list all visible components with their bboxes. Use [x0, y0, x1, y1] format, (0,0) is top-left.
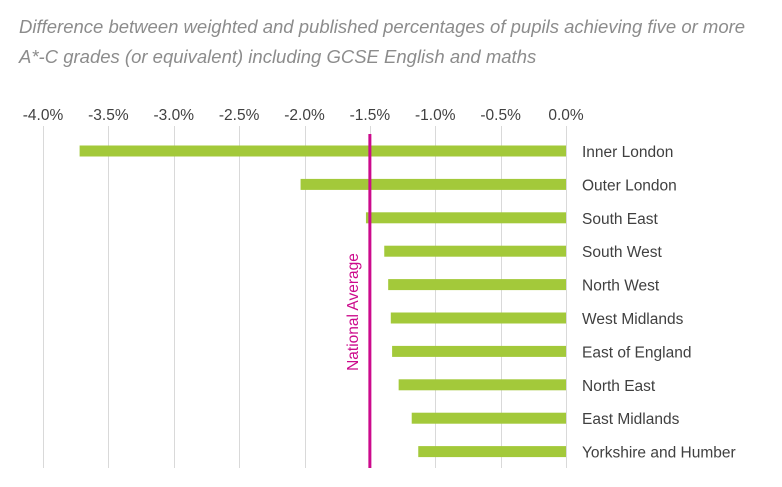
category-labels: Inner London Outer London South East South … — [582, 144, 736, 462]
x-tick-label: -3.5% — [88, 107, 129, 124]
chart-title: Difference between weighted and publishe… — [19, 16, 746, 67]
bar — [392, 345, 566, 357]
bar — [418, 446, 566, 458]
category-label: South East — [582, 211, 659, 228]
bar — [384, 245, 566, 257]
category-label: Inner London — [582, 144, 673, 161]
bar — [390, 312, 566, 324]
reference-line-group: National Average — [345, 134, 372, 468]
category-label: Outer London — [582, 177, 677, 194]
x-tick-label: -2.0% — [284, 107, 325, 124]
bar — [300, 178, 566, 190]
x-tick-label: 0.0% — [548, 107, 584, 124]
bars — [79, 145, 567, 458]
bar — [79, 145, 567, 157]
bar — [388, 279, 566, 291]
bar — [398, 379, 566, 391]
x-tick-label: -1.5% — [350, 107, 391, 124]
category-label: West Midlands — [582, 311, 684, 328]
x-tick-label: -4.0% — [23, 107, 64, 124]
bar — [411, 412, 566, 424]
bar — [365, 212, 566, 224]
category-label: North West — [582, 278, 660, 295]
x-tick-label: -2.5% — [219, 107, 260, 124]
x-axis-tick-labels: -4.0% -3.5% -3.0% -2.5% -2.0% -1.5% -1.0% -0.5%… — [23, 107, 584, 124]
category-label: South West — [582, 244, 663, 261]
x-tick-label: -1.0% — [415, 107, 456, 124]
x-tick-label: -0.5% — [480, 107, 521, 124]
category-label: North East — [582, 378, 656, 395]
category-label: East Midlands — [582, 411, 680, 428]
x-tick-label: -3.0% — [154, 107, 195, 124]
national-average-label: National Average — [345, 253, 362, 371]
category-label: East of England — [582, 344, 691, 361]
category-label: Yorkshire and Humber — [582, 445, 736, 462]
